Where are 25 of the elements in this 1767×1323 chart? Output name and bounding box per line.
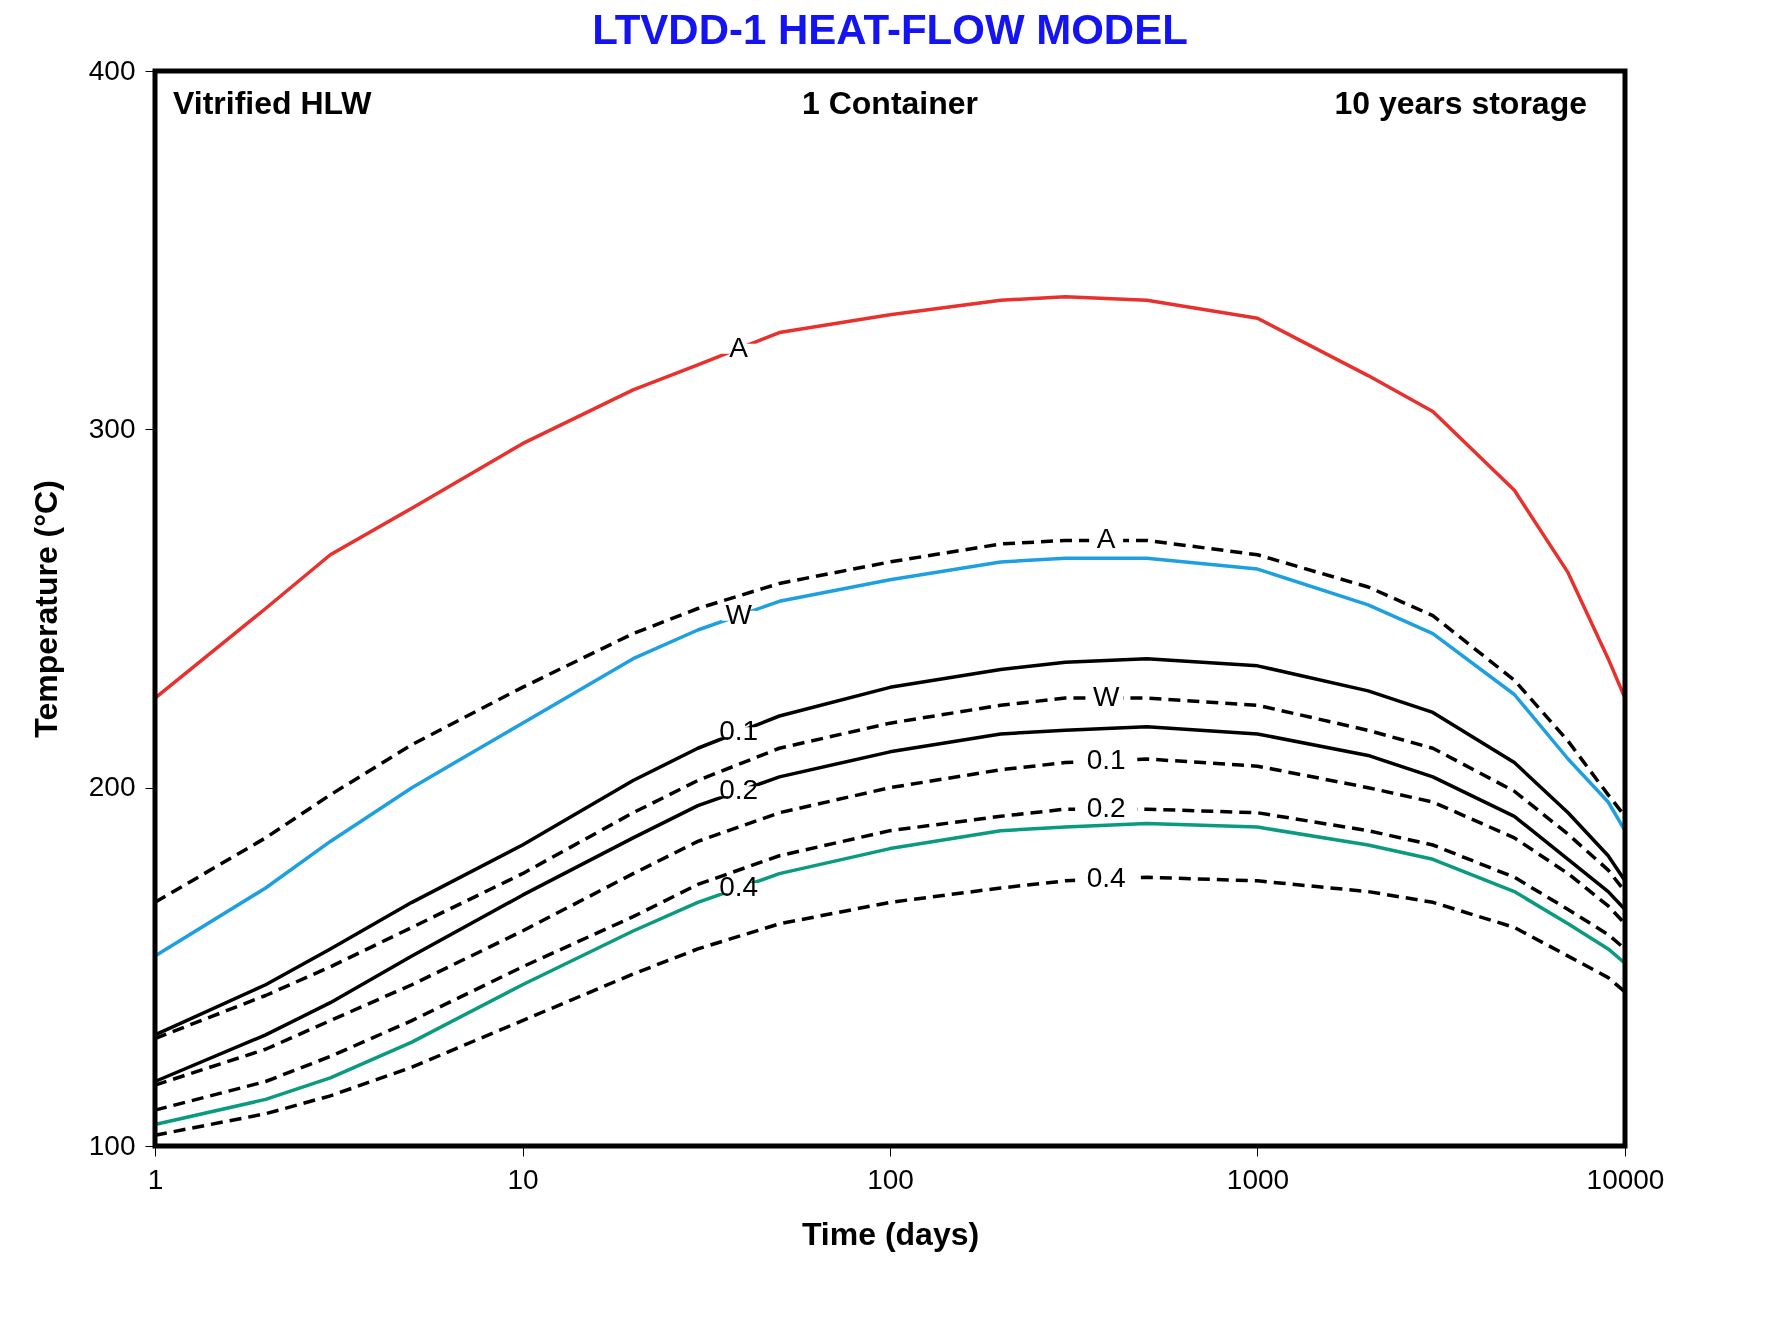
x-tick-label: 10: [507, 1163, 539, 1195]
y-tick-label: 100: [88, 1129, 136, 1161]
chart-title: LTVDD-1 HEAT-FLOW MODEL: [592, 6, 1188, 53]
series-label: 0.4: [719, 871, 759, 902]
x-tick-label: 1: [147, 1163, 164, 1195]
series-label: 0.2: [719, 774, 759, 806]
annotation: 10 years storage: [1334, 85, 1587, 121]
series-label: 0.1: [719, 715, 759, 747]
y-tick-label: 300: [88, 412, 136, 444]
y-tick-label: 400: [88, 54, 136, 86]
series-label: A: [729, 331, 749, 363]
x-tick-label: 100: [867, 1163, 914, 1195]
x-tick-label: 1000: [1226, 1163, 1290, 1195]
series-label: 0.2: [1086, 792, 1126, 824]
series-label: 0.1: [1086, 743, 1126, 775]
series-label: A: [1096, 523, 1116, 555]
annotation: Vitrified HLW: [173, 85, 373, 121]
series-label: W: [1092, 681, 1120, 713]
x-axis-title: Time (days): [801, 1215, 980, 1252]
series-label: W: [725, 598, 753, 630]
annotation: 1 Container: [801, 85, 979, 121]
y-tick-label: 200: [88, 771, 136, 803]
y-axis-title: Temperature (°C): [27, 480, 64, 738]
x-tick-label: 10000: [1586, 1163, 1665, 1195]
series-label: 0.4: [1086, 862, 1126, 894]
